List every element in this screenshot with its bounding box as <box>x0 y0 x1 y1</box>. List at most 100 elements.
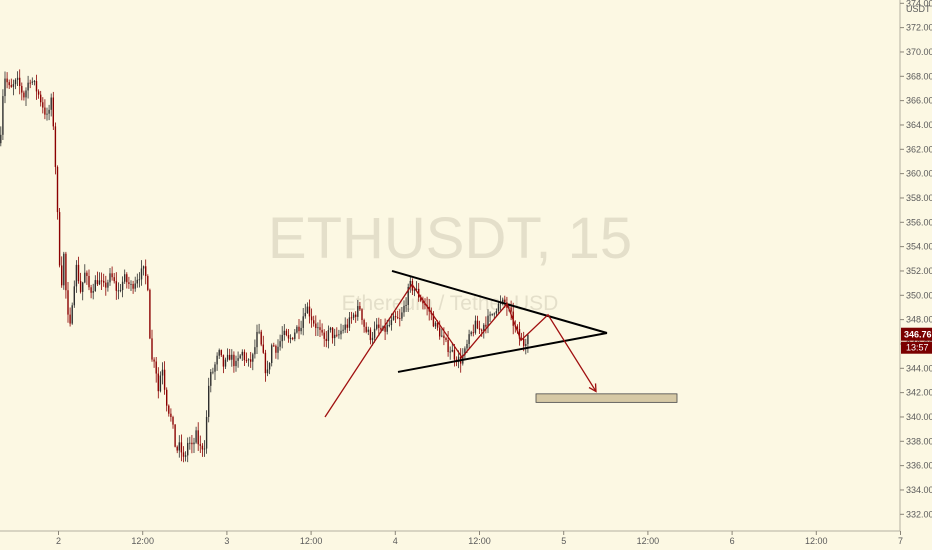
candle-body <box>319 327 321 330</box>
time-axis[interactable]: 2 12:00 3 12:00 4 12:00 5 12:00 6 12:00 7 <box>0 530 903 546</box>
candle-body <box>378 324 380 328</box>
candle-body <box>25 90 27 98</box>
countdown-tag <box>901 341 932 354</box>
price-tick-label: 370.00 <box>906 47 932 57</box>
target-zone-box[interactable] <box>535 393 678 403</box>
candle-body <box>14 79 17 85</box>
candle-body <box>491 313 493 315</box>
candle-body <box>124 274 126 282</box>
time-tick-label: 4 <box>393 536 398 546</box>
time-tick-label: 2 <box>56 536 61 546</box>
candle-body <box>193 442 195 445</box>
candle-body <box>214 364 216 372</box>
candle-body <box>247 359 250 361</box>
candle-body <box>220 350 222 356</box>
candle-body <box>145 266 147 277</box>
candle-body <box>334 334 336 339</box>
candle-body <box>294 332 296 339</box>
annotations-layer <box>324 270 678 418</box>
candle-body <box>6 78 8 83</box>
candle-body <box>231 354 233 360</box>
candle-body <box>279 341 281 347</box>
candle-body <box>105 282 107 288</box>
candle-body <box>466 344 468 349</box>
candle-body <box>212 371 214 373</box>
candle-body <box>48 109 50 114</box>
candle-body <box>250 359 252 362</box>
candle-body <box>84 272 86 283</box>
candle-body <box>58 212 61 266</box>
price-tick-label: 358.00 <box>906 193 932 203</box>
candle-body <box>29 82 31 84</box>
candle-body <box>205 416 208 449</box>
candle-body <box>182 452 185 457</box>
candle-body <box>172 416 174 425</box>
candle-body <box>422 300 424 304</box>
candle-body <box>21 85 23 93</box>
impulse-projection-line[interactable] <box>324 283 413 418</box>
candle-body <box>380 327 382 330</box>
candle-body <box>403 305 405 313</box>
candle-body <box>153 359 155 362</box>
candle-body <box>159 375 162 392</box>
candle-body <box>117 290 120 292</box>
candle-body <box>329 327 332 331</box>
candle-body <box>323 332 325 339</box>
candle-body <box>298 326 300 332</box>
candle-body <box>357 306 359 317</box>
price-tick-label: 360.00 <box>906 169 932 179</box>
candle-body <box>447 339 449 353</box>
triangle-upper-line[interactable] <box>391 270 608 334</box>
candle-body <box>208 385 210 417</box>
candle-body <box>325 338 327 342</box>
candle-body <box>216 355 218 365</box>
candle-body <box>434 322 437 327</box>
candle-body <box>258 331 260 333</box>
candle-body <box>306 306 309 313</box>
candle-body <box>510 307 512 312</box>
candle-body <box>178 442 180 451</box>
candle-body <box>245 360 248 361</box>
candle-body <box>405 305 407 306</box>
triangle-lower-line[interactable] <box>397 332 608 373</box>
candle-body <box>489 314 491 316</box>
candle-body <box>516 326 519 330</box>
price-tick-label: 344.00 <box>906 363 932 373</box>
candle-body <box>54 126 57 167</box>
candle-body <box>266 369 269 374</box>
zigzag-projection-path[interactable] <box>411 283 597 392</box>
candle-body <box>476 320 479 329</box>
candle-body <box>201 445 204 450</box>
time-tick-label: 6 <box>730 536 735 546</box>
candle-body <box>415 288 418 290</box>
candle-body <box>409 280 411 287</box>
candle-body <box>289 338 292 340</box>
candle-body <box>44 107 46 115</box>
candle-body <box>92 290 94 293</box>
candle-body <box>365 326 367 332</box>
price-tick-label: 354.00 <box>906 242 932 252</box>
candle-body <box>4 78 6 97</box>
candle-body <box>350 317 353 319</box>
candle-body <box>413 289 416 291</box>
candle-body <box>392 316 395 320</box>
candle-body <box>222 355 225 367</box>
candle-body <box>453 349 456 360</box>
candle-body <box>363 320 365 327</box>
candle-body <box>27 82 29 91</box>
candle-body <box>132 283 134 289</box>
projection-arrowhead <box>588 383 597 393</box>
candle-body <box>52 97 54 127</box>
price-tick-label: 340.00 <box>906 412 932 422</box>
candle-body <box>50 97 52 110</box>
candle-body <box>310 316 313 321</box>
candle-body <box>113 277 115 282</box>
candle-body <box>115 281 117 291</box>
price-axis[interactable]: 332.00 334.00 336.00 338.00 340.00 342.00 344.… <box>899 0 932 531</box>
candles-layer <box>0 69 529 463</box>
candle-body <box>2 96 4 135</box>
candle-body <box>252 354 254 362</box>
candle-body <box>432 314 435 327</box>
